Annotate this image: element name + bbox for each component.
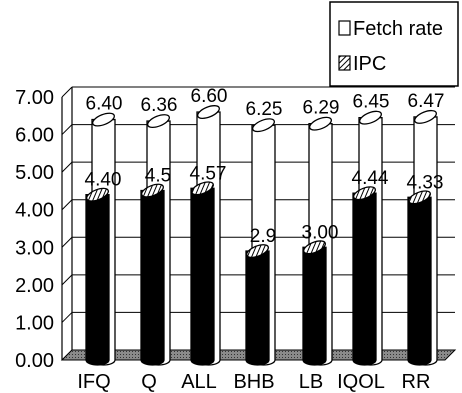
y-tick-label: 5.00 xyxy=(15,162,54,184)
data-label-fetch-rate: 6.40 xyxy=(86,94,123,115)
x-category-label: RR xyxy=(402,371,431,393)
gridline-depth xyxy=(61,312,73,323)
data-labels: 6.40 4.40 6.36 4.5 6.60 4.57 6.25 2.9 6.29 3.00 6.… xyxy=(85,86,445,247)
bars-layer xyxy=(85,105,438,366)
bar-ipc xyxy=(140,183,165,366)
data-label-ipc: 4.40 xyxy=(85,170,122,191)
x-axis-categories: IFQ Q ALL BHB LB IQOL RR xyxy=(77,371,430,393)
y-tick-label: 3.00 xyxy=(15,237,54,259)
data-label-fetch-rate: 6.29 xyxy=(303,98,340,119)
data-label-fetch-rate: 6.47 xyxy=(408,91,445,112)
gridline-depth xyxy=(61,86,73,98)
gridline-depth xyxy=(61,274,73,286)
y-axis-ticks: 0.00 1.00 2.00 3.00 4.00 5.00 6.00 7.00 xyxy=(15,87,54,372)
legend-label-ipc: IPC xyxy=(353,53,386,75)
y-tick-label: 0.00 xyxy=(15,350,54,372)
x-category-label: IFQ xyxy=(77,371,110,393)
data-label-fetch-rate: 6.36 xyxy=(141,95,178,116)
data-label-ipc: 3.00 xyxy=(302,222,339,243)
gridline-depth xyxy=(61,199,73,211)
legend-swatch-ipc xyxy=(338,55,351,71)
gridline-depth xyxy=(61,124,73,135)
y-tick-label: 2.00 xyxy=(15,275,54,297)
legend-swatch-fetch-rate xyxy=(338,20,351,36)
data-label-ipc: 4.33 xyxy=(407,172,444,193)
bar-ipc xyxy=(245,244,270,366)
bar-ipc xyxy=(302,240,327,366)
gridline-depth xyxy=(61,161,73,173)
data-label-ipc: 4.57 xyxy=(190,163,227,184)
data-label-ipc: 4.5 xyxy=(145,166,171,187)
bar-ipc xyxy=(85,187,110,366)
x-category-label: Q xyxy=(141,371,157,393)
x-category-label: LB xyxy=(299,371,323,393)
x-category-label: ALL xyxy=(181,371,217,393)
bar-ipc xyxy=(407,190,432,366)
data-label-ipc: 4.44 xyxy=(352,168,389,189)
y-tick-label: 4.00 xyxy=(15,200,54,222)
y-tick-label: 7.00 xyxy=(15,87,54,109)
x-category-label: IQOL xyxy=(337,371,385,393)
data-label-fetch-rate: 6.25 xyxy=(246,99,283,120)
legend: Fetch rate IPC xyxy=(329,1,459,87)
data-label-fetch-rate: 6.60 xyxy=(191,86,228,107)
legend-label-fetch-rate: Fetch rate xyxy=(353,18,443,40)
x-category-label: BHB xyxy=(233,371,274,393)
bar-ipc xyxy=(190,181,215,366)
y-tick-label: 6.00 xyxy=(15,125,54,147)
data-label-fetch-rate: 6.45 xyxy=(353,92,390,113)
gridline-depth xyxy=(61,236,73,248)
bar-ipc xyxy=(352,186,377,366)
y-tick-label: 1.00 xyxy=(15,312,54,334)
data-label-ipc: 2.9 xyxy=(250,226,276,247)
